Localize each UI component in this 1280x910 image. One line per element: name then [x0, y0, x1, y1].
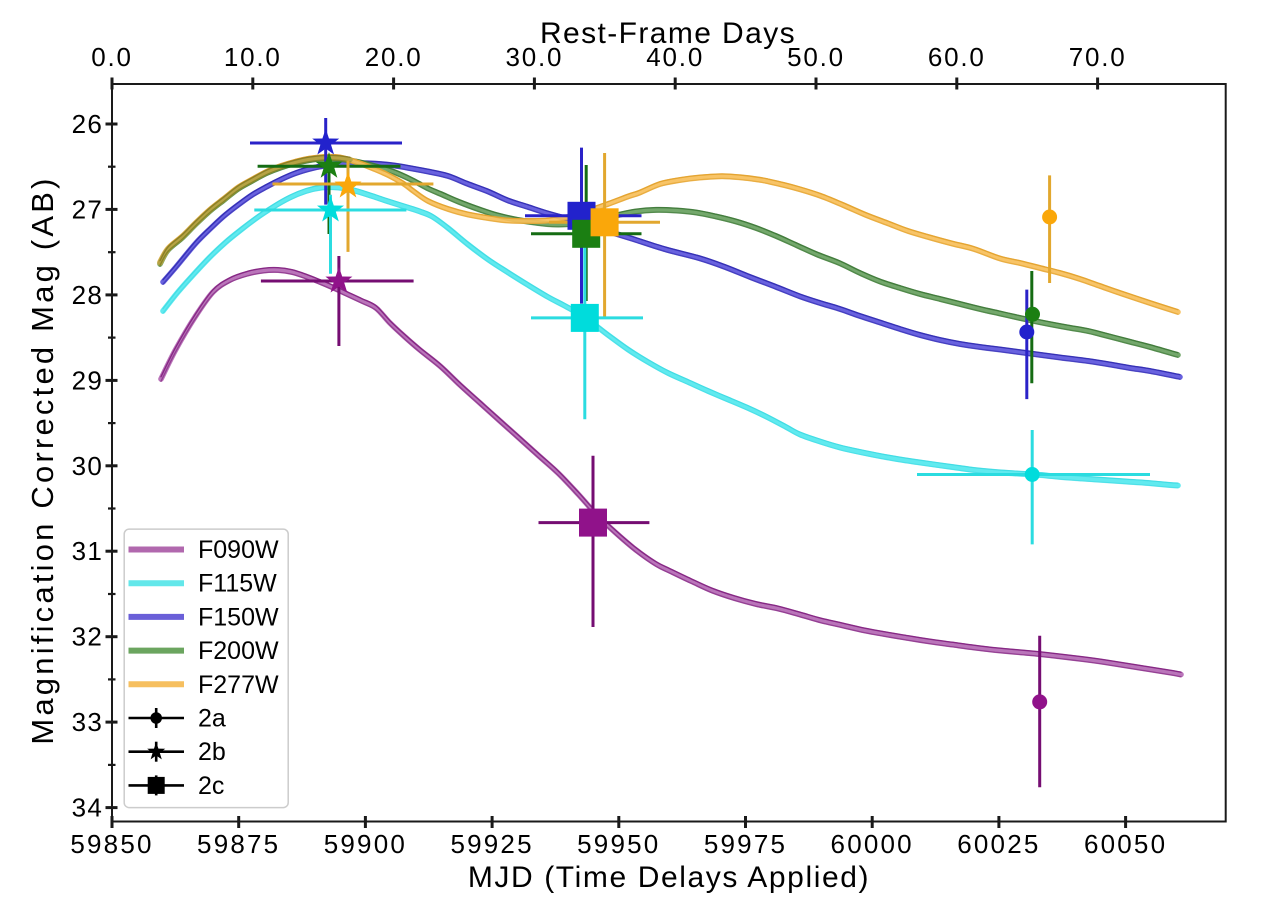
svg-text:60025: 60025 — [957, 829, 1040, 859]
svg-text:F200W: F200W — [198, 637, 279, 665]
svg-text:0.0: 0.0 — [91, 42, 133, 72]
svg-text:59950: 59950 — [577, 829, 660, 859]
svg-text:31: 31 — [72, 536, 103, 566]
svg-text:F115W: F115W — [198, 570, 277, 598]
svg-text:70.0: 70.0 — [1069, 42, 1127, 72]
svg-text:F150W: F150W — [198, 603, 279, 631]
svg-text:Rest-Frame Days: Rest-Frame Days — [540, 17, 796, 50]
svg-text:59850: 59850 — [70, 829, 153, 859]
svg-text:Magnification Corrected Mag (A: Magnification Corrected Mag (AB) — [25, 175, 60, 744]
svg-text:60.0: 60.0 — [928, 42, 986, 72]
svg-text:26: 26 — [72, 109, 103, 139]
svg-text:MJD (Time Delays Applied): MJD (Time Delays Applied) — [468, 861, 870, 894]
svg-text:60000: 60000 — [831, 829, 914, 859]
svg-text:28: 28 — [72, 280, 103, 310]
svg-text:F090W: F090W — [198, 536, 279, 564]
svg-text:2a: 2a — [198, 705, 226, 733]
svg-text:60050: 60050 — [1084, 829, 1167, 859]
svg-text:33: 33 — [72, 707, 103, 737]
svg-text:F277W: F277W — [198, 671, 279, 699]
svg-text:27: 27 — [72, 194, 103, 224]
svg-text:2c: 2c — [198, 772, 224, 800]
svg-text:40.0: 40.0 — [646, 42, 704, 72]
svg-text:32: 32 — [72, 622, 103, 652]
svg-text:59875: 59875 — [197, 829, 280, 859]
svg-text:30: 30 — [72, 451, 103, 481]
svg-text:20.0: 20.0 — [365, 42, 423, 72]
svg-text:34: 34 — [72, 793, 103, 823]
svg-text:2b: 2b — [198, 738, 226, 766]
svg-text:29: 29 — [72, 365, 103, 395]
svg-text:30.0: 30.0 — [505, 42, 563, 72]
svg-text:10.0: 10.0 — [224, 42, 282, 72]
svg-text:59975: 59975 — [704, 829, 787, 859]
svg-text:59900: 59900 — [324, 829, 407, 859]
svg-text:50.0: 50.0 — [787, 42, 845, 72]
svg-text:59925: 59925 — [450, 829, 533, 859]
